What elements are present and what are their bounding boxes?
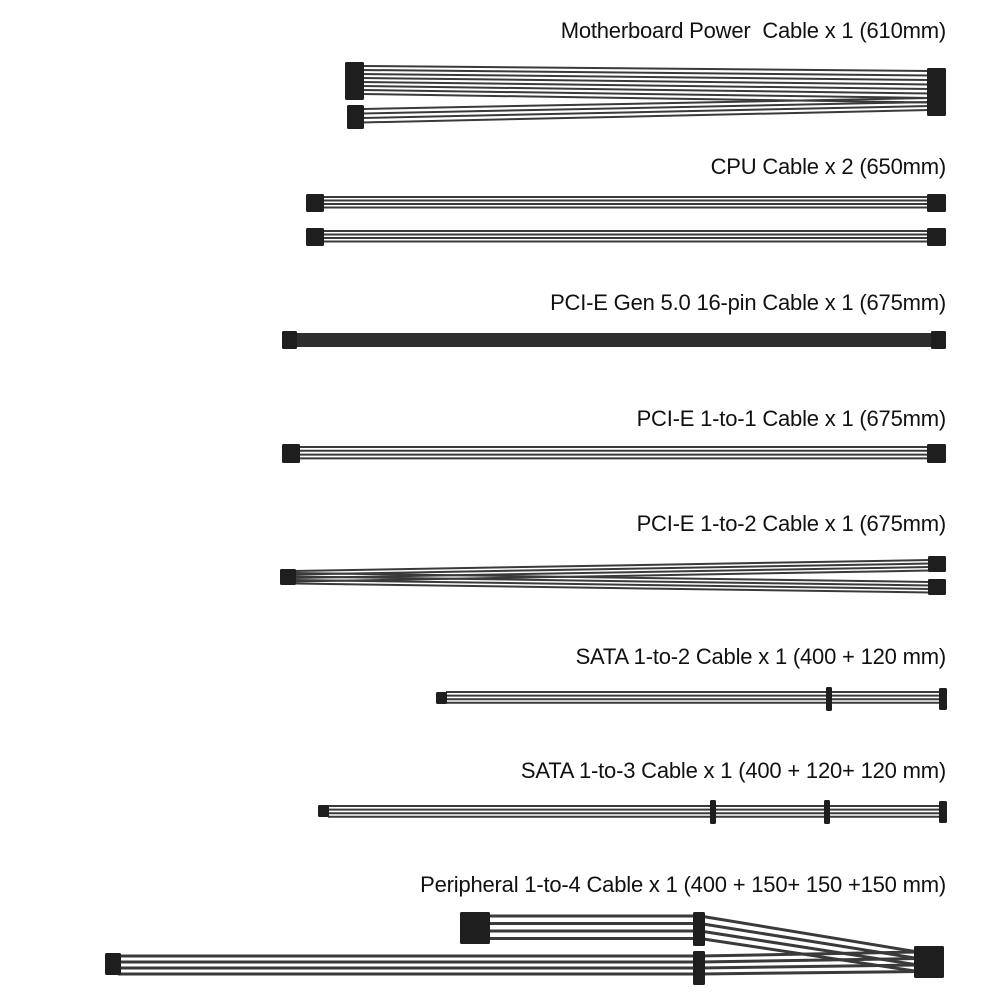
wire: [699, 914, 919, 954]
wire: [361, 101, 931, 115]
connector: [914, 946, 944, 978]
connector: [693, 912, 705, 946]
connector: [436, 692, 447, 704]
wire: [361, 85, 931, 95]
sata-1to3-cable-label: SATA 1-to-3 Cable x 1 (400 + 120+ 120 mm…: [520, 758, 946, 783]
connector: [347, 105, 364, 129]
peripheral-1to4-cable-label: Peripheral 1-to-4 Cable x 1 (400 + 150+ …: [420, 872, 946, 897]
connector: [105, 953, 121, 975]
wire: [293, 572, 931, 583]
wire: [361, 81, 931, 90]
wire: [361, 105, 931, 119]
connector: [826, 687, 832, 711]
wire: [293, 582, 931, 594]
wire: [293, 562, 931, 576]
connector: [928, 579, 946, 595]
connector: [282, 444, 300, 463]
cpu-cable: [306, 194, 946, 212]
connector: [927, 444, 946, 463]
wire: [361, 77, 931, 86]
connector: [345, 62, 364, 100]
cpu-cable-label: CPU Cable x 2 (650mm): [710, 154, 947, 179]
connector: [939, 688, 947, 710]
connector: [927, 68, 946, 116]
sleeve: [296, 333, 932, 347]
sata-1to2-cable: [436, 687, 947, 711]
wire: [293, 575, 931, 587]
sata-1to2-cable-label: SATA 1-to-2 Cable x 1 (400 + 120 mm): [575, 644, 947, 669]
connector: [824, 800, 830, 824]
connector: [282, 331, 297, 349]
connector: [306, 228, 324, 246]
wire: [361, 65, 931, 72]
connector: [927, 194, 946, 212]
connector: [939, 801, 947, 823]
connector: [928, 556, 946, 572]
pcie-1to2-cable: [280, 556, 946, 595]
sata-1to3-cable: [318, 800, 947, 824]
cpu-cable: [306, 228, 946, 246]
motherboard-cable: [345, 62, 946, 129]
wire: [361, 93, 931, 104]
wire: [699, 929, 919, 967]
connector: [927, 228, 946, 246]
pcie-1to2-cable-label: PCI-E 1-to-2 Cable x 1 (675mm): [636, 511, 947, 536]
pcie-16pin-cable-label: PCI-E Gen 5.0 16-pin Cable x 1 (675mm): [550, 290, 946, 315]
wire: [699, 922, 919, 960]
wire: [293, 559, 931, 572]
wire: [293, 566, 931, 579]
connector: [710, 800, 716, 824]
peripheral-1to4-cable: [105, 912, 944, 985]
connector: [931, 331, 946, 349]
pcie-1to1-cable: [282, 444, 946, 463]
connector: [280, 569, 296, 585]
motherboard-cable-label: Motherboard Power Cable x 1 (610mm): [560, 18, 947, 43]
connector: [693, 951, 705, 985]
wire: [361, 69, 931, 77]
wire: [361, 109, 931, 124]
wire: [293, 569, 931, 583]
wire: [361, 73, 931, 81]
wire: [699, 970, 919, 976]
connector: [306, 194, 324, 212]
pcie-1to1-cable-label: PCI-E 1-to-1 Cable x 1 (675mm): [636, 406, 947, 431]
wire: [699, 937, 919, 973]
connector: [318, 805, 329, 817]
wire: [361, 97, 931, 110]
wire: [361, 89, 931, 99]
pcie-16pin-cable: [282, 331, 946, 349]
wire: [293, 579, 931, 590]
connector: [460, 912, 490, 944]
